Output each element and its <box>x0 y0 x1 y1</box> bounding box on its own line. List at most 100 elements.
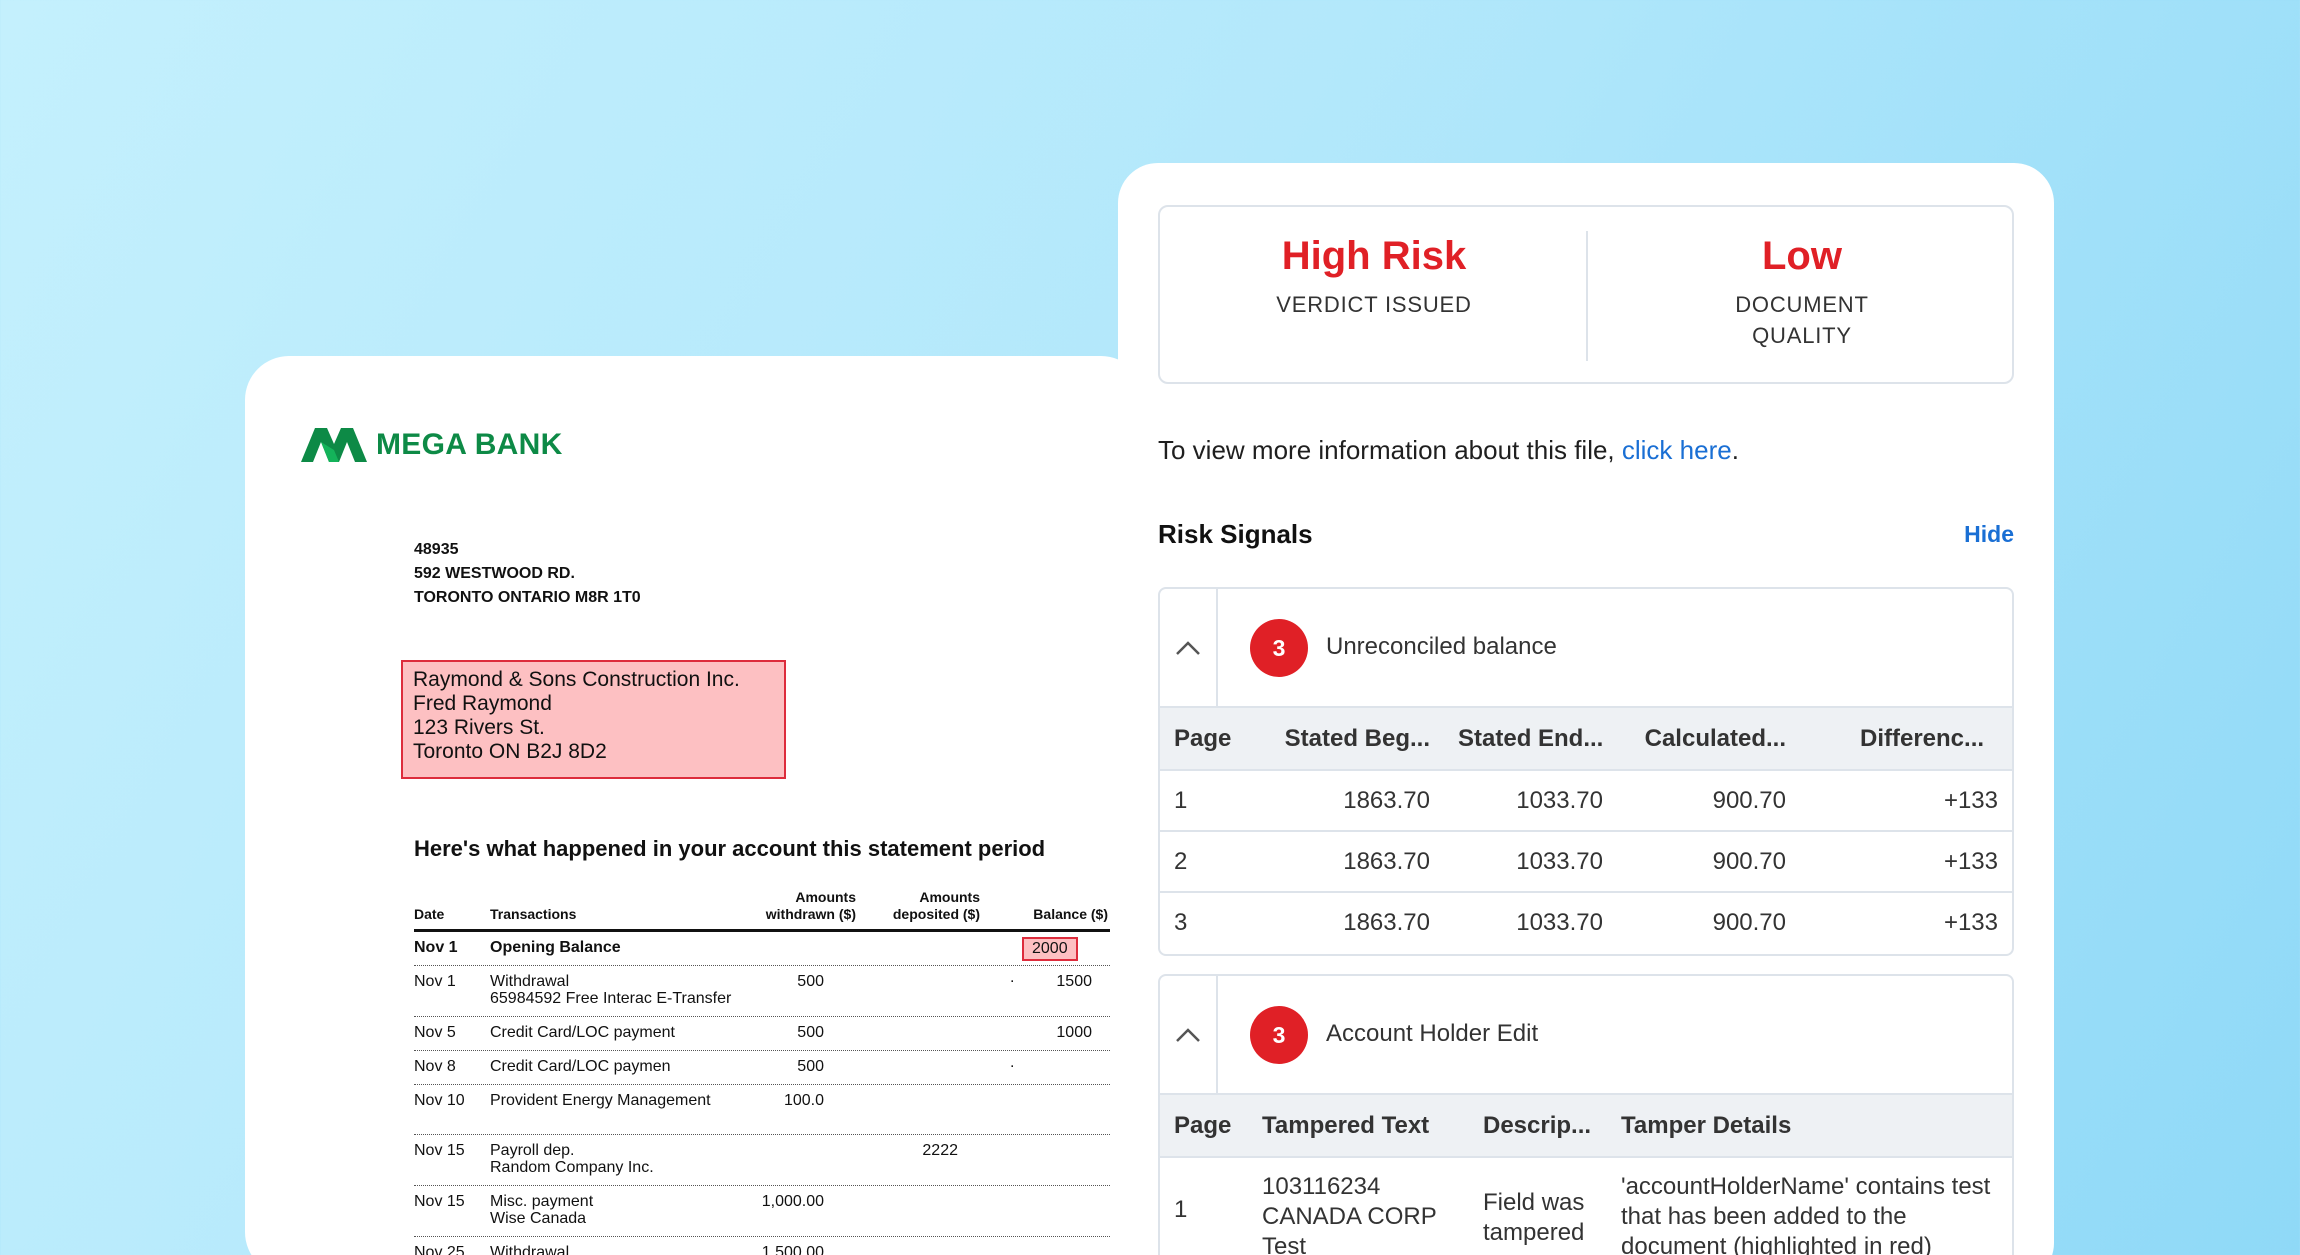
quality-value: Low <box>1762 234 1842 278</box>
table-row: Nov 15 Misc. payment Wise Canada 1,000.0… <box>414 1186 1110 1237</box>
row-deposited: 2222 <box>922 1142 958 1159</box>
column-header[interactable]: Tampered Text <box>1248 1095 1469 1157</box>
holder-line: 123 Rivers St. <box>413 716 545 739</box>
holder-line: Raymond & Sons Construction Inc. <box>413 668 740 691</box>
table-row: 1 1863.70 1033.70 900.70 +133 <box>1160 769 2012 831</box>
table-row: Nov 15 Payroll dep. Random Company Inc. … <box>414 1135 1110 1186</box>
row-withdrawn: 500 <box>797 973 824 990</box>
table-row: Nov 25 Withdrawal 1,500.00 <box>414 1237 1110 1255</box>
cell: +133 <box>1800 769 2012 831</box>
cell: 1 <box>1160 769 1264 831</box>
address-line: 48935 <box>414 541 459 558</box>
signal-count-badge: 3 <box>1250 619 1308 677</box>
risk-signals-title: Risk Signals <box>1158 519 1313 549</box>
row-withdrawn: 100.0 <box>783 1092 824 1109</box>
row-withdrawn: 1,500.00 <box>761 1244 824 1255</box>
column-transactions: Transactions <box>490 906 577 922</box>
row-description: Misc. payment <box>490 1193 594 1210</box>
column-header[interactable]: Calculated... <box>1617 708 1800 770</box>
cell: 900.70 <box>1617 769 1800 831</box>
transactions-header: Date Transactions Amounts withdrawn ($) … <box>414 880 1110 932</box>
row-date: Nov 10 <box>414 1092 465 1109</box>
table-row: Nov 8 Credit Card/LOC paymen 500 . <box>414 1051 1110 1085</box>
column-header[interactable]: Stated Beg... <box>1264 708 1444 770</box>
column-header[interactable]: Differenc... <box>1800 708 2012 770</box>
table-row: Nov 1 Opening Balance 2000 <box>414 932 1110 966</box>
column-header[interactable]: Page <box>1160 1095 1248 1157</box>
row-mark: . <box>1010 1054 1015 1071</box>
row-description: Credit Card/LOC payment <box>490 1024 675 1041</box>
row-description: Withdrawal <box>490 973 570 990</box>
cell: 2 <box>1160 830 1264 892</box>
column-header[interactable]: Page <box>1160 708 1264 770</box>
row-date: Nov 25 <box>414 1244 465 1255</box>
transactions-table: Date Transactions Amounts withdrawn ($) … <box>414 880 1110 1255</box>
row-description: Opening Balance <box>490 939 621 956</box>
click-here-link[interactable]: click here <box>1621 435 1732 465</box>
holder-line: Toronto ON B2J 8D2 <box>413 740 607 763</box>
cell: 1863.70 <box>1264 891 1444 953</box>
cell: 1863.70 <box>1264 830 1444 892</box>
bank-address: 48935 592 WESTWOOD RD. TORONTO ONTARIO M… <box>414 538 641 610</box>
row-date: Nov 1 <box>414 973 456 990</box>
table-row: 1 103116234 CANADA CORP Test Field was t… <box>1160 1156 2012 1255</box>
address-line: TORONTO ONTARIO M8R 1T0 <box>414 589 641 606</box>
quality-column: Low DOCUMENT QUALITY <box>1588 231 2016 351</box>
cell: 1033.70 <box>1444 830 1617 892</box>
row-date: Nov 1 <box>414 939 458 956</box>
mega-bank-logo-icon <box>301 428 367 462</box>
chevron-up-icon <box>1176 640 1200 655</box>
row-mark: . <box>1010 969 1015 986</box>
table-row: 2 1863.70 1033.70 900.70 +133 <box>1160 830 2012 892</box>
info-text-end: . <box>1731 435 1739 465</box>
risk-signal-card: 3 Account Holder Edit Page Tampered Text… <box>1158 974 2014 1255</box>
opening-balance-highlight[interactable]: 2000 <box>1022 937 1078 961</box>
column-withdrawn-line2: withdrawn ($) <box>765 906 856 922</box>
collapse-toggle[interactable] <box>1160 589 1218 706</box>
row-description-detail: Wise Canada <box>490 1210 587 1227</box>
cell: 'accountHolderName' contains test that h… <box>1607 1156 2012 1255</box>
risk-signal-header[interactable]: 3 Unreconciled balance <box>1160 589 2012 708</box>
info-text: To view more information about this file… <box>1158 435 1739 466</box>
bank-statement-document: MEGA BANK 48935 592 WESTWOOD RD. TORONTO… <box>245 356 1145 1255</box>
statement-heading: Here's what happened in your account thi… <box>414 836 1046 861</box>
cell: 900.70 <box>1617 891 1800 953</box>
row-date: Nov 8 <box>414 1058 456 1075</box>
cell: +133 <box>1800 830 2012 892</box>
row-withdrawn: 500 <box>797 1024 824 1041</box>
cell: 900.70 <box>1617 830 1800 892</box>
column-deposited-line2: deposited ($) <box>892 906 980 922</box>
signal-table: Page Tampered Text Descrip... Tamper Det… <box>1160 1095 2012 1255</box>
column-header[interactable]: Stated End... <box>1444 708 1617 770</box>
column-header[interactable]: Tamper Details <box>1607 1095 2012 1157</box>
row-withdrawn: 500 <box>797 1058 824 1075</box>
table-header-row: Page Stated Beg... Stated End... Calcula… <box>1160 708 2012 770</box>
collapse-toggle[interactable] <box>1160 976 1218 1093</box>
hide-button[interactable]: Hide <box>1964 521 2014 547</box>
bank-logo: MEGA BANK <box>301 428 563 462</box>
bank-name: MEGA BANK <box>376 428 563 461</box>
cell: 1033.70 <box>1444 891 1617 953</box>
signal-name: Unreconciled balance <box>1326 633 1557 660</box>
row-date: Nov 15 <box>414 1142 465 1159</box>
cell: 1 <box>1160 1156 1248 1255</box>
column-header[interactable]: Descrip... <box>1469 1095 1607 1157</box>
row-description: Withdrawal <box>490 1244 570 1255</box>
cell: +133 <box>1800 891 2012 953</box>
cell: 3 <box>1160 891 1264 953</box>
row-description-detail: Random Company Inc. <box>490 1159 654 1176</box>
row-date: Nov 5 <box>414 1024 456 1041</box>
cell: Field was tampered <box>1469 1156 1607 1255</box>
signal-count-badge: 3 <box>1250 1006 1308 1064</box>
row-date: Nov 15 <box>414 1193 465 1210</box>
risk-signal-header[interactable]: 3 Account Holder Edit <box>1160 976 2012 1095</box>
row-description: Provident Energy Management <box>490 1092 711 1109</box>
cell: 1863.70 <box>1264 769 1444 831</box>
info-text-prefix: To view more information about this file… <box>1158 435 1622 465</box>
column-date: Date <box>414 906 445 922</box>
column-balance: Balance ($) <box>1033 906 1108 922</box>
signal-table: Page Stated Beg... Stated End... Calcula… <box>1160 708 2012 953</box>
column-withdrawn-line1: Amounts <box>795 889 856 905</box>
account-holder-highlight[interactable]: Raymond & Sons Construction Inc. Fred Ra… <box>401 660 786 779</box>
signal-name: Account Holder Edit <box>1326 1020 1539 1047</box>
